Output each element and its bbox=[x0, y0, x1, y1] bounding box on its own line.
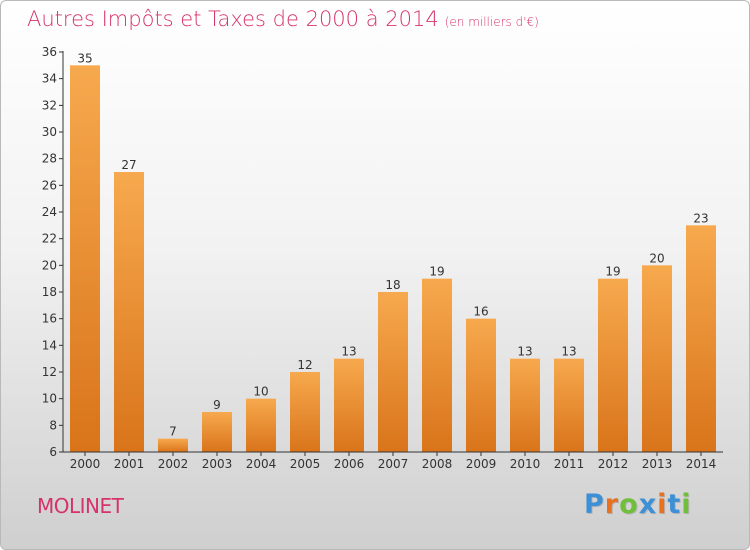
data-label-2008: 19 bbox=[429, 265, 444, 279]
logo-letter: r bbox=[604, 489, 620, 520]
bar-2014 bbox=[686, 225, 716, 452]
y-tick-label: 34 bbox=[42, 72, 57, 86]
y-tick-label: 32 bbox=[42, 98, 57, 112]
bar-2000 bbox=[70, 65, 100, 452]
logo-letter: o bbox=[619, 489, 639, 520]
y-tick-label: 6 bbox=[49, 445, 57, 459]
x-tick-label-2003: 2003 bbox=[202, 457, 233, 471]
logo-letter: P bbox=[584, 489, 605, 520]
x-tick-label-2013: 2013 bbox=[642, 457, 673, 471]
x-axis: 2000 2001 2002 2003 2004 2005 2006 2007 2008 2009… bbox=[63, 451, 723, 471]
bar-2013 bbox=[642, 265, 672, 452]
bar-2009 bbox=[466, 318, 496, 452]
y-tick-label: 20 bbox=[42, 258, 57, 272]
y-tick-label: 12 bbox=[42, 365, 57, 379]
y-tick-label: 22 bbox=[42, 232, 57, 246]
data-label-2009: 16 bbox=[473, 305, 488, 319]
place-name: MOLINET bbox=[37, 494, 124, 518]
logo-letter: i bbox=[657, 489, 668, 520]
x-tick-label-2014: 2014 bbox=[686, 457, 717, 471]
bars: 35 27 7 9 10 12 13 18 19 16 13 13 19 20 23 bbox=[70, 51, 716, 452]
data-label-2012: 19 bbox=[605, 265, 620, 279]
x-tick-label-2004: 2004 bbox=[246, 457, 277, 471]
y-tick-label: 18 bbox=[42, 285, 57, 299]
bar-2010 bbox=[510, 358, 540, 452]
bar-2012 bbox=[598, 278, 628, 452]
y-tick-label: 36 bbox=[42, 45, 57, 59]
y-tick-label: 16 bbox=[42, 312, 57, 326]
x-tick-label-2000: 2000 bbox=[70, 457, 101, 471]
bar-2002 bbox=[158, 438, 188, 452]
data-label-2010: 13 bbox=[517, 345, 532, 359]
chart-title-text: Autres Impôts et Taxes de 2000 à 2014 bbox=[27, 7, 439, 31]
x-tick-label-2012: 2012 bbox=[598, 457, 629, 471]
bar-2005 bbox=[290, 372, 320, 452]
y-tick-label: 30 bbox=[42, 125, 57, 139]
x-tick-label-2007: 2007 bbox=[378, 457, 409, 471]
bar-2007 bbox=[378, 292, 408, 452]
data-label-2007: 18 bbox=[385, 278, 400, 292]
y-tick-label: 14 bbox=[42, 338, 57, 352]
data-label-2013: 20 bbox=[649, 251, 664, 265]
proxiti-logo[interactable]: Proxiti bbox=[584, 489, 692, 520]
bar-2003 bbox=[202, 412, 232, 452]
x-tick-label-2001: 2001 bbox=[114, 457, 145, 471]
y-axis: 6 8 10 12 14 16 18 20 22 24 26 28 30 32 34 36 bbox=[42, 45, 64, 459]
y-tick-label: 24 bbox=[42, 205, 57, 219]
data-label-2014: 23 bbox=[693, 211, 708, 225]
x-tick-label-2010: 2010 bbox=[510, 457, 541, 471]
y-tick-label: 28 bbox=[42, 152, 57, 166]
data-label-2006: 13 bbox=[341, 345, 356, 359]
x-tick-label-2009: 2009 bbox=[466, 457, 497, 471]
y-tick-label: 8 bbox=[49, 418, 57, 432]
x-tick-label-2005: 2005 bbox=[290, 457, 321, 471]
bar-2006 bbox=[334, 358, 364, 452]
data-label-2000: 35 bbox=[77, 51, 92, 65]
x-tick-label-2002: 2002 bbox=[158, 457, 189, 471]
bar-2008 bbox=[422, 278, 452, 452]
bar-2001 bbox=[114, 172, 144, 452]
data-label-2003: 9 bbox=[213, 398, 221, 412]
data-label-2001: 27 bbox=[121, 158, 136, 172]
y-tick-label: 10 bbox=[42, 392, 57, 406]
logo-letter: t bbox=[667, 489, 682, 520]
y-tick-label: 26 bbox=[42, 178, 57, 192]
logo-letter: i bbox=[681, 489, 692, 520]
chart-title: Autres Impôts et Taxes de 2000 à 2014 (en… bbox=[27, 7, 539, 31]
logo-letter: x bbox=[638, 489, 658, 520]
data-label-2005: 12 bbox=[297, 358, 312, 372]
x-tick-label-2006: 2006 bbox=[334, 457, 365, 471]
x-tick-label-2011: 2011 bbox=[554, 457, 585, 471]
x-tick-label-2008: 2008 bbox=[422, 457, 453, 471]
data-label-2002: 7 bbox=[169, 425, 177, 439]
data-label-2004: 10 bbox=[253, 385, 268, 399]
data-label-2011: 13 bbox=[561, 345, 576, 359]
bar-2011 bbox=[554, 358, 584, 452]
chart-subtitle: (en milliers d'€) bbox=[444, 15, 539, 29]
bar-2004 bbox=[246, 398, 276, 452]
